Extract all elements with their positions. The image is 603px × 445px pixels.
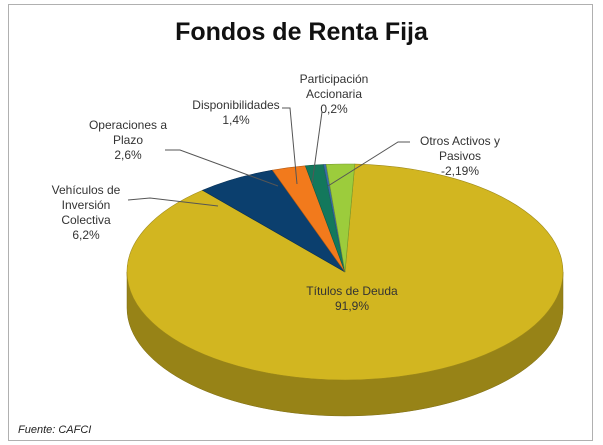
chart-frame	[8, 4, 593, 441]
leader-line	[311, 111, 323, 185]
category: Disponibilidades	[192, 98, 280, 112]
leader-lines	[127, 107, 410, 207]
pie	[126, 163, 564, 417]
category: Participación Accionaria	[299, 72, 369, 101]
category: Vehículos de Inversión Colectiva	[51, 183, 121, 227]
slice-label: Vehículos de Inversión Colectiva 6,2%	[44, 183, 128, 243]
source-note: Fuente: CAFCI	[18, 424, 92, 436]
slice-label: Disponibilidades 1,4%	[181, 98, 291, 128]
slice-label: Participación Accionaria 0,2%	[286, 72, 382, 117]
leader-line	[165, 149, 279, 187]
value-label: 0,2%	[320, 102, 348, 116]
slice-label: Operaciones a Plazo 2,6%	[86, 118, 170, 163]
value-label: 1,4%	[222, 113, 250, 127]
category: Otros Activos y Pasivos	[419, 134, 501, 163]
value-label: -2,19%	[440, 164, 480, 178]
value-label: 2,6%	[114, 148, 142, 162]
category: Títulos de Deuda	[306, 284, 398, 298]
leader-line	[327, 141, 410, 187]
slice-label: Otros Activos y Pasivos -2,19%	[410, 134, 510, 179]
category: Operaciones a Plazo	[88, 118, 168, 147]
leader-line	[282, 107, 298, 185]
leader-line	[127, 197, 219, 207]
slice-label: Títulos de Deuda 91,9%	[292, 284, 412, 314]
value-label: 91,9%	[334, 299, 370, 313]
value-label: 6,2%	[72, 228, 100, 242]
pie-tops	[126, 163, 564, 381]
chart-title: Fondos de Renta Fija	[175, 18, 428, 46]
slice	[325, 163, 356, 273]
